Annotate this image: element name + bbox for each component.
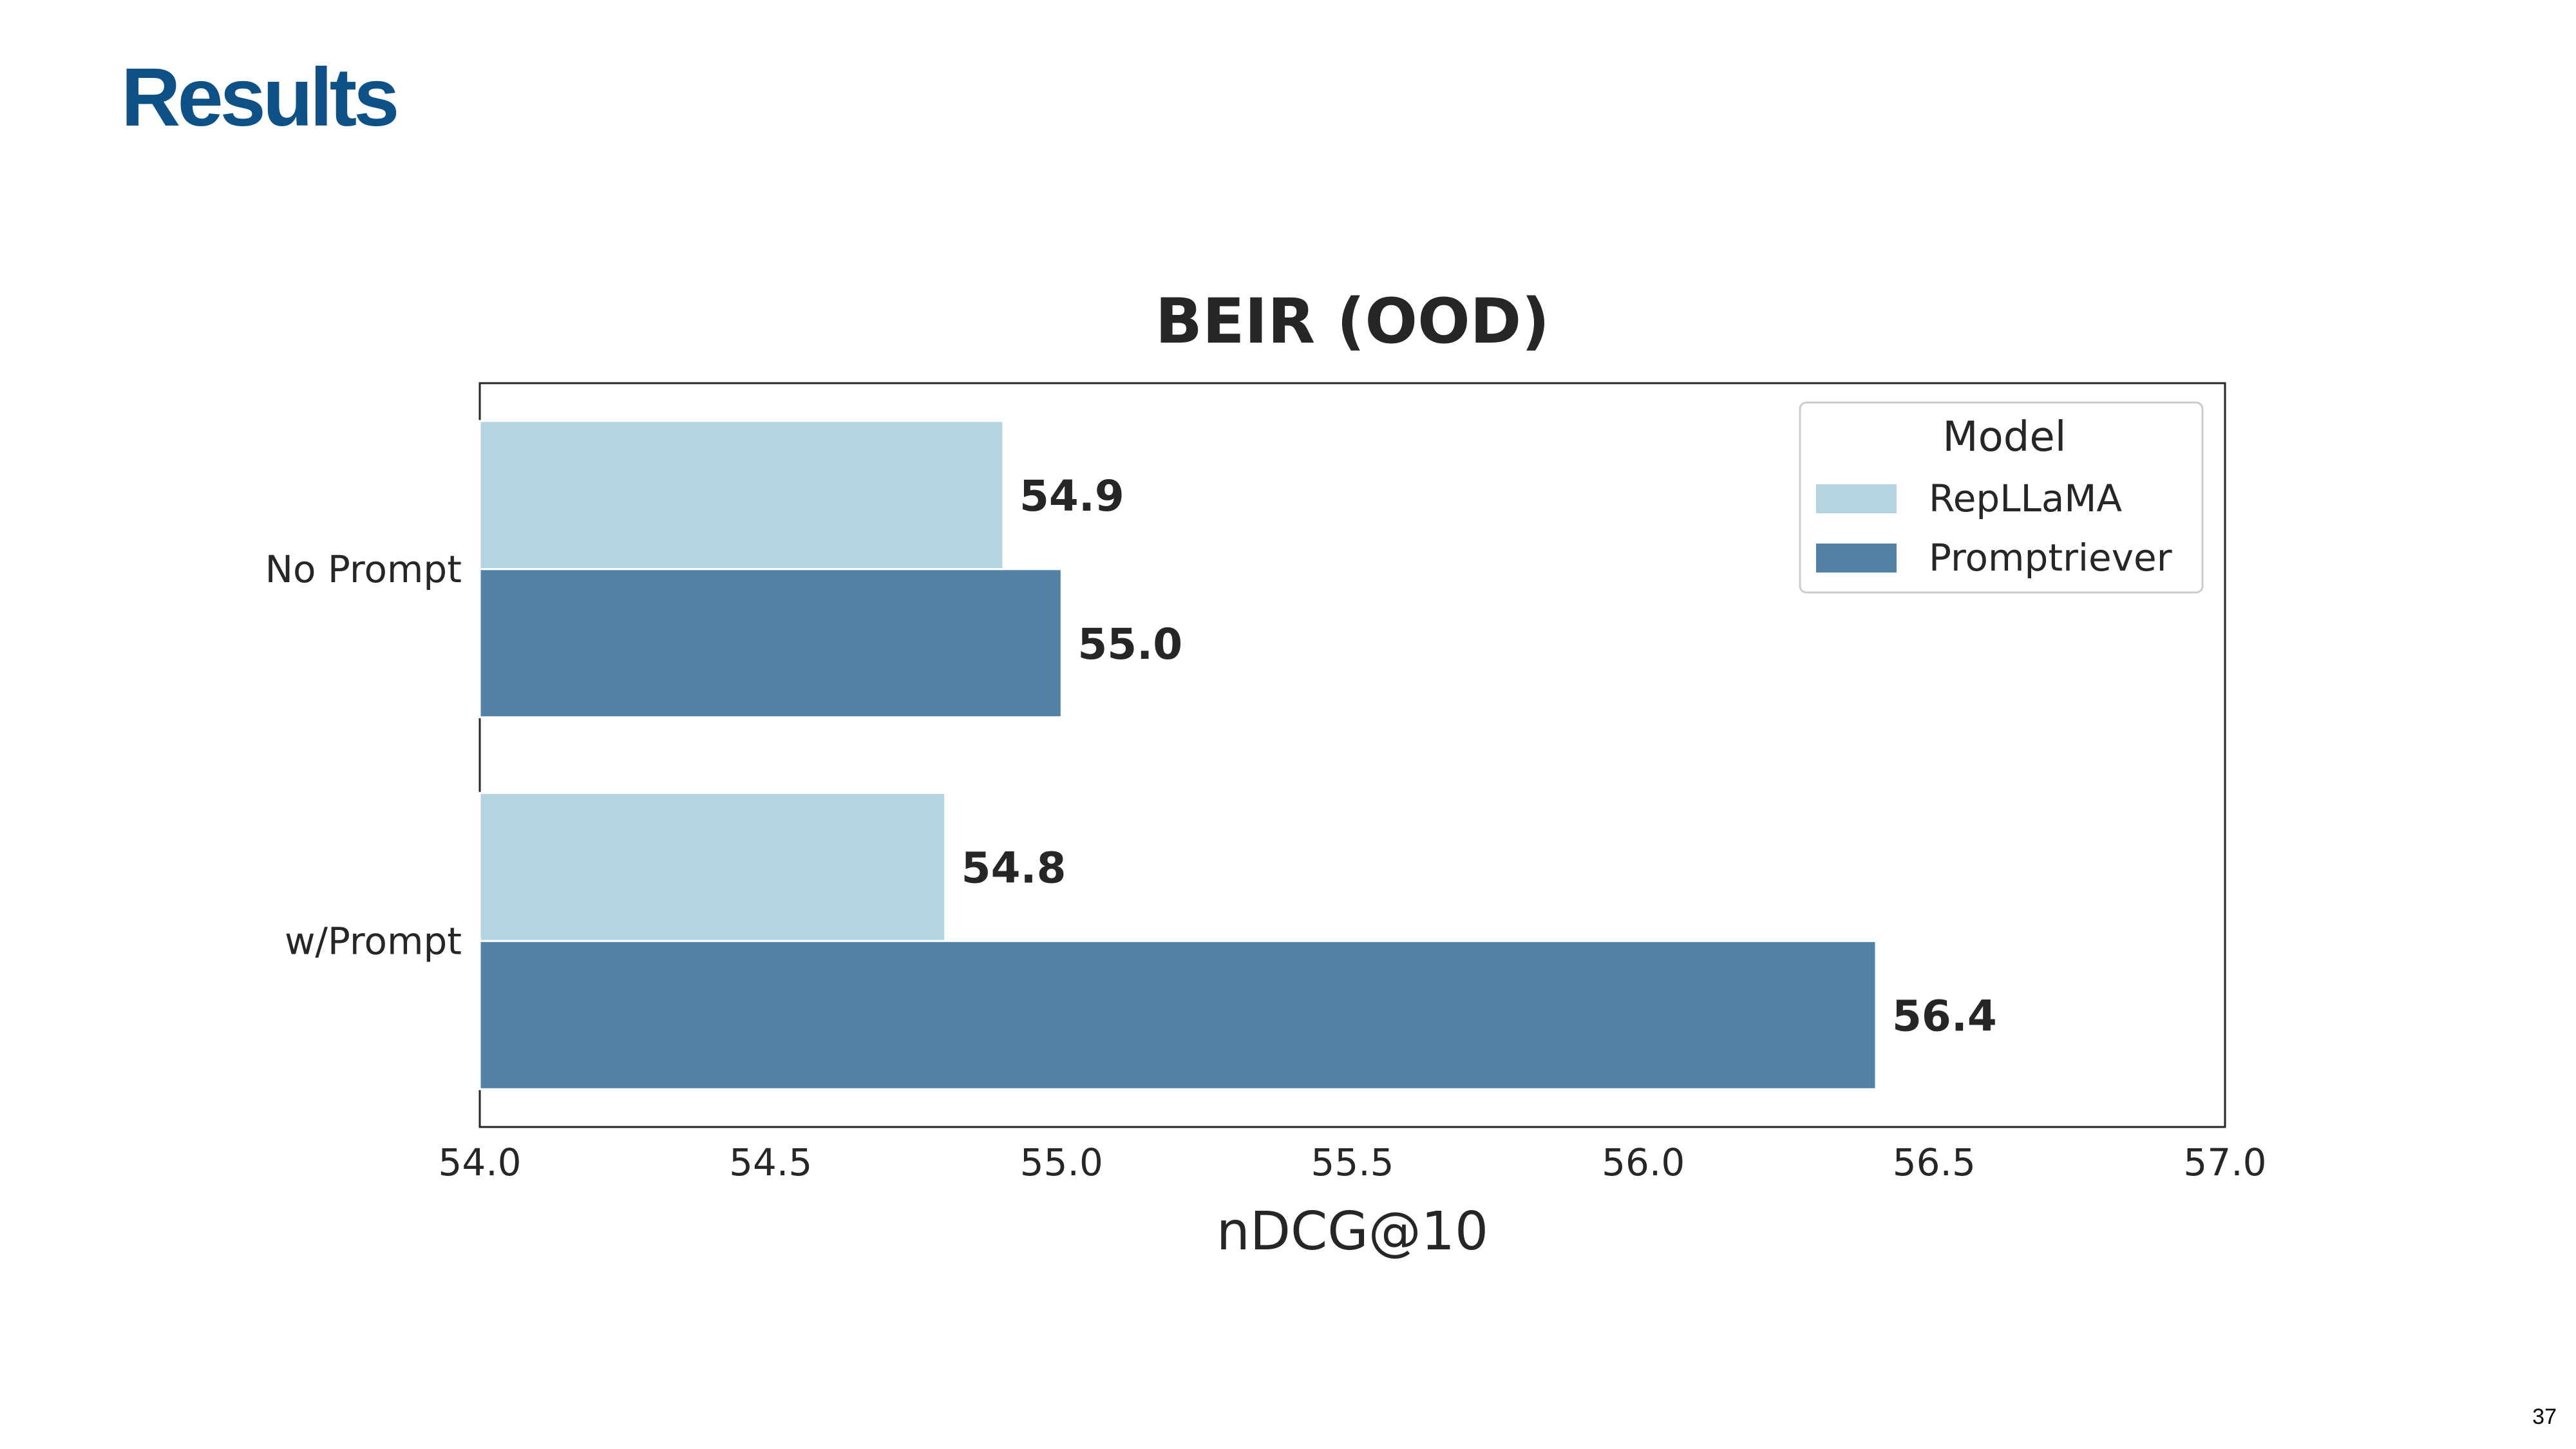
plot-frame xyxy=(478,382,2226,1128)
chart-title: BEIR (OOD) xyxy=(1155,285,1549,357)
x-axis-label: nDCG@10 xyxy=(1217,1201,1488,1262)
x-tick-label: 55.0 xyxy=(1020,1141,1103,1184)
bar-promptriever-0 xyxy=(478,568,1063,719)
legend-label-promptriever: Promptriever xyxy=(1929,536,2172,580)
data-label: 54.9 xyxy=(1019,471,1124,521)
x-tick-label: 56.0 xyxy=(1602,1141,1685,1184)
x-tick-label: 54.0 xyxy=(438,1141,521,1184)
x-tick-label: 55.5 xyxy=(1311,1141,1394,1184)
y-tick-label: w/Prompt xyxy=(285,919,462,963)
legend-box xyxy=(1799,401,2204,594)
legend-swatch-promptriever xyxy=(1816,544,1897,573)
bars-layer xyxy=(478,420,1877,1090)
bar-repllama-0 xyxy=(478,420,1005,571)
y-tick-labels: No Prompt w/Prompt xyxy=(265,547,462,963)
y-tick-label: No Prompt xyxy=(265,547,462,591)
slide-title: Results xyxy=(121,52,399,144)
legend-label-repllama: RepLLaMA xyxy=(1929,477,2122,520)
data-label: 54.8 xyxy=(961,843,1066,893)
data-label: 56.4 xyxy=(1892,991,1997,1041)
data-labels-layer: 54.9 55.0 54.8 56.4 xyxy=(961,471,1997,1041)
legend-title: Model xyxy=(1942,413,2066,461)
x-tick-label: 57.0 xyxy=(2183,1141,2266,1184)
bar-repllama-1 xyxy=(478,791,947,942)
x-tick-label: 56.5 xyxy=(1893,1141,1976,1184)
legend: Model RepLLaMA Promptriever xyxy=(1799,401,2204,594)
data-label: 55.0 xyxy=(1077,620,1182,669)
x-tick-label: 54.5 xyxy=(729,1141,812,1184)
x-tick-labels: 54.0 54.5 55.0 55.5 56.0 56.5 57.0 xyxy=(438,1141,2266,1184)
page-number: 37 xyxy=(2532,1405,2557,1429)
legend-swatch-repllama xyxy=(1816,484,1897,513)
bar-promptriever-1 xyxy=(478,940,1877,1090)
